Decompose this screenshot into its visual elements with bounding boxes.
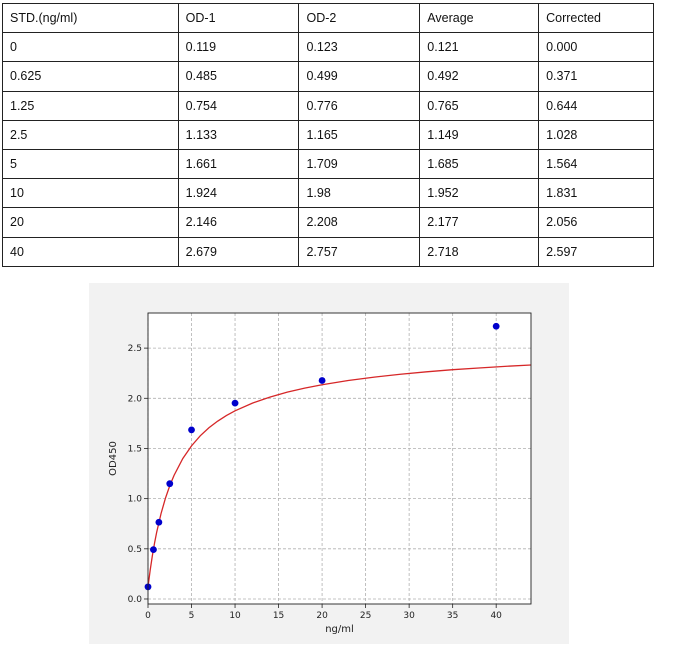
cell-od2: 2.757 [298,236,421,267]
x-tick-label: 0 [145,611,151,621]
cell-corrected: 2.597 [538,236,654,267]
y-tick-label: 2.5 [128,344,142,354]
cell-std: 2.5 [2,119,179,150]
plot-frame [147,312,532,605]
cell-od2: 1.165 [298,119,421,150]
data-point [188,426,195,434]
y-tick-label: 2.0 [128,394,143,404]
plot-area [148,313,531,604]
table-row: 40 2.679 2.757 2.718 2.597 [2,236,654,267]
cell-std: 40 [2,236,179,267]
column-header-od1: OD-1 [177,2,300,34]
cell-std: 0.625 [2,61,179,92]
cell-od2: 0.499 [298,61,421,92]
x-axis-label: ng/ml [325,624,354,635]
cell-od1: 0.119 [177,32,300,63]
table-row: 5 1.661 1.709 1.685 1.564 [2,148,654,180]
cell-od1: 1.133 [177,119,300,150]
cell-average: 0.121 [419,32,540,63]
cell-std: 0 [2,32,179,63]
cell-od2: 1.98 [298,178,421,209]
y-tick-label: 0.0 [128,595,143,605]
x-tick-label: 40 [490,611,502,621]
x-tick-label: 15 [273,611,284,621]
table-row: 10 1.924 1.98 1.952 1.831 [2,178,654,209]
x-tick-label: 35 [447,611,458,621]
column-header-average: Average [419,2,540,34]
cell-average: 1.149 [419,119,540,150]
cell-average: 2.718 [419,236,540,267]
table-row: 20 2.146 2.208 2.177 2.056 [2,207,654,238]
table-row: 0.625 0.485 0.499 0.492 0.371 [2,61,654,92]
table-header-row: STD.(ng/ml) OD-1 OD-2 Average Corrected [2,2,654,34]
y-axis-label: OD450 [108,441,119,476]
cell-od2: 0.776 [298,90,421,121]
cell-od1: 0.754 [177,90,300,121]
cell-std: 5 [2,148,179,180]
column-header-std: STD.(ng/ml) [2,2,179,34]
x-tick-label: 30 [403,611,415,621]
cell-od2: 2.208 [298,207,421,238]
cell-average: 2.177 [419,207,540,238]
cell-average: 1.685 [419,148,540,180]
x-tick-label: 25 [360,611,371,621]
column-header-corrected: Corrected [538,2,654,34]
cell-corrected: 0.371 [538,61,654,92]
table-row: 2.5 1.133 1.165 1.149 1.028 [2,119,654,150]
cell-od1: 2.679 [177,236,300,267]
data-point [492,322,500,330]
x-tick-label: 5 [189,611,195,621]
cell-average: 0.765 [419,90,540,121]
x-tick-label: 20 [316,611,328,621]
cell-od2: 1.709 [298,148,421,180]
cell-corrected: 0.000 [538,32,654,63]
data-point [318,377,326,384]
y-tick-label: 1.5 [128,444,142,454]
cell-corrected: 1.831 [538,178,654,209]
table-row: 0 0.119 0.123 0.121 0.000 [2,32,654,63]
chart-svg: 0 5 10 15 20 25 30 35 40 0.0 0.5 1.0 1.5 2.0 2.5 ng/ml O… [108,312,532,635]
standard-curve-chart: 0 5 10 15 20 25 30 35 40 0.0 0.5 1.0 1.5 2.0 2.5 ng/ml O… [89,283,569,644]
cell-corrected: 1.564 [538,148,654,180]
cell-od2: 0.123 [298,32,421,63]
cell-corrected: 2.056 [538,207,654,238]
cell-od1: 1.661 [177,148,300,180]
cell-average: 1.952 [419,178,540,209]
standards-table: STD.(ng/ml) OD-1 OD-2 Average Corrected 0 0.11… [2,2,654,267]
data-point [150,546,157,554]
cell-od1: 1.924 [177,178,300,209]
x-tick-label: 10 [229,611,241,621]
cell-od1: 2.146 [177,207,300,238]
data-point [155,518,163,526]
table-row: 1.25 0.754 0.776 0.765 0.644 [2,90,654,121]
cell-std: 1.25 [2,90,179,121]
column-header-od2: OD-2 [298,2,421,34]
cell-od1: 0.485 [177,61,300,92]
cell-corrected: 1.028 [538,119,654,150]
data-point [231,399,239,407]
y-tick-label: 0.5 [128,545,142,555]
cell-average: 0.492 [419,61,540,92]
cell-std: 10 [2,178,179,209]
cell-corrected: 0.644 [538,90,654,121]
data-point [166,480,174,488]
y-tick-label: 1.0 [128,495,143,505]
cell-std: 20 [2,207,179,238]
